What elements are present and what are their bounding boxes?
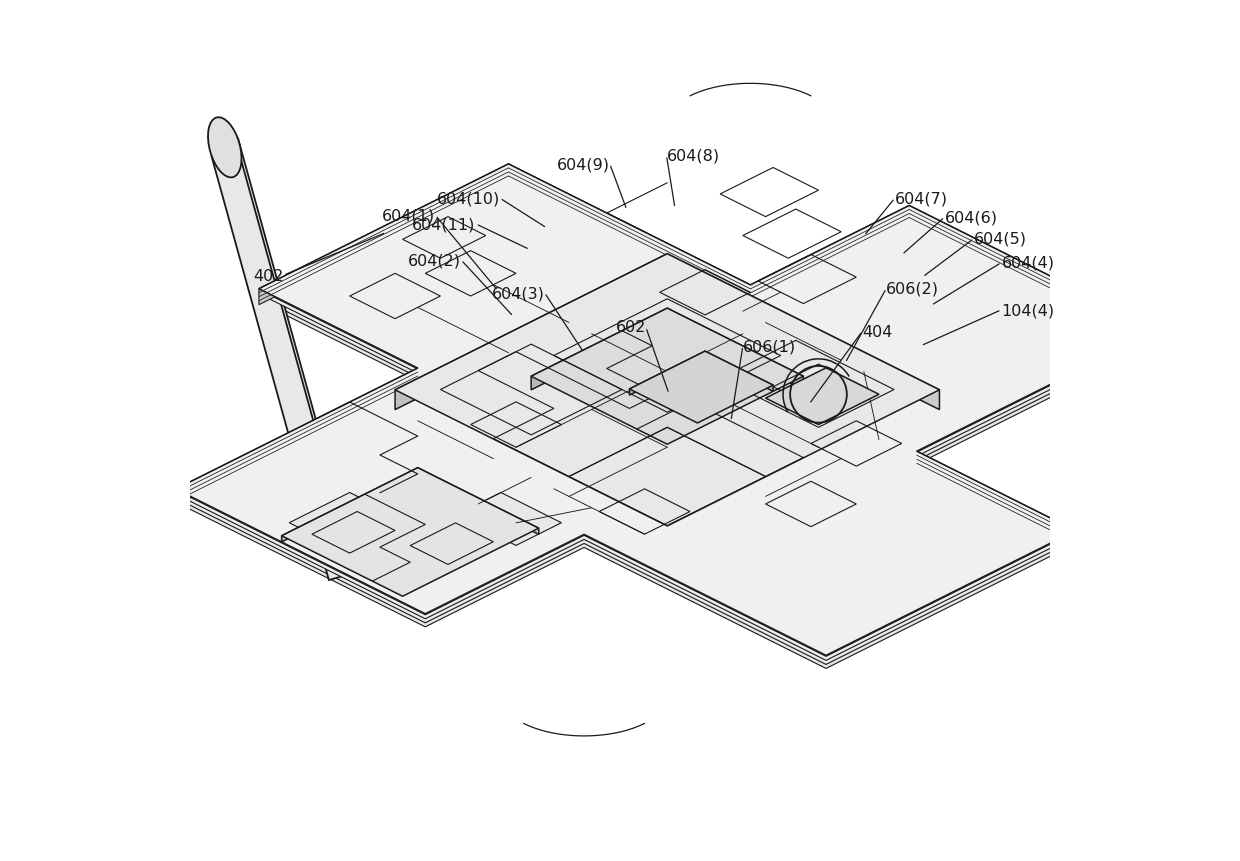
Text: 604(11): 604(11) bbox=[412, 217, 476, 232]
Text: 604(2): 604(2) bbox=[408, 253, 461, 268]
Text: 602: 602 bbox=[615, 320, 646, 335]
Text: 604(10): 604(10) bbox=[436, 191, 500, 207]
Polygon shape bbox=[379, 508, 501, 568]
Text: 604(5): 604(5) bbox=[973, 232, 1027, 246]
Text: 404: 404 bbox=[862, 325, 893, 339]
Polygon shape bbox=[212, 150, 356, 580]
Polygon shape bbox=[281, 468, 418, 542]
Text: 604(4): 604(4) bbox=[1002, 256, 1054, 270]
Polygon shape bbox=[396, 255, 940, 526]
Polygon shape bbox=[396, 255, 667, 410]
Polygon shape bbox=[667, 309, 804, 390]
Polygon shape bbox=[289, 492, 396, 546]
Polygon shape bbox=[909, 207, 1158, 347]
Polygon shape bbox=[531, 309, 804, 445]
Polygon shape bbox=[667, 255, 940, 410]
Text: 606(2): 606(2) bbox=[887, 282, 940, 296]
Polygon shape bbox=[916, 452, 1075, 547]
Text: 604(9): 604(9) bbox=[557, 157, 610, 172]
Polygon shape bbox=[765, 369, 879, 425]
Polygon shape bbox=[176, 165, 1158, 657]
Ellipse shape bbox=[208, 118, 242, 178]
Text: 604(8): 604(8) bbox=[666, 148, 719, 164]
Polygon shape bbox=[750, 207, 909, 301]
Polygon shape bbox=[176, 170, 1158, 660]
Polygon shape bbox=[455, 492, 562, 546]
Polygon shape bbox=[176, 174, 1158, 665]
Text: 104(4): 104(4) bbox=[1002, 303, 1054, 318]
Text: 604(6): 604(6) bbox=[945, 210, 998, 225]
Polygon shape bbox=[212, 139, 356, 570]
Polygon shape bbox=[706, 351, 773, 392]
Polygon shape bbox=[259, 164, 508, 306]
Polygon shape bbox=[508, 164, 750, 301]
Polygon shape bbox=[531, 309, 667, 390]
Polygon shape bbox=[281, 468, 538, 597]
Text: 604(7): 604(7) bbox=[895, 191, 947, 207]
Text: 606(1): 606(1) bbox=[743, 339, 796, 354]
Polygon shape bbox=[418, 468, 538, 535]
Polygon shape bbox=[176, 164, 1158, 655]
Text: 604(1): 604(1) bbox=[382, 208, 435, 224]
Text: 604(3): 604(3) bbox=[491, 286, 544, 300]
Text: 402: 402 bbox=[253, 269, 283, 283]
Polygon shape bbox=[630, 351, 773, 424]
Polygon shape bbox=[176, 369, 418, 505]
Polygon shape bbox=[630, 351, 706, 396]
Polygon shape bbox=[176, 177, 1158, 669]
